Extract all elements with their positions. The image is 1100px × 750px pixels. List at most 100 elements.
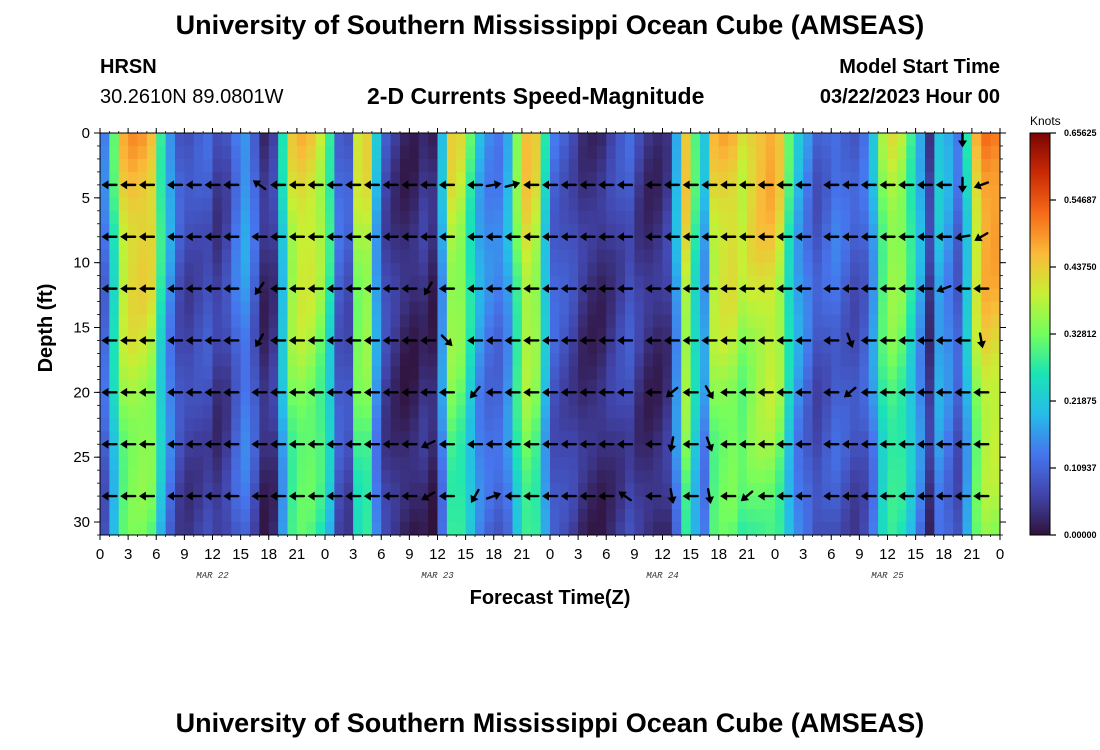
- heatmap-cell: [971, 236, 982, 251]
- heatmap-cell: [296, 223, 307, 238]
- arrow-head: [720, 284, 728, 294]
- heatmap-cell: [709, 522, 720, 535]
- arrow-head: [307, 387, 315, 397]
- heatmap-cell: [268, 197, 279, 212]
- heatmap-cell: [906, 405, 917, 419]
- heatmap-cell: [109, 314, 120, 329]
- current-arrow: [438, 491, 456, 501]
- heatmap-cell: [887, 457, 898, 471]
- heatmap-cell: [662, 327, 673, 342]
- heatmap-cell: [362, 236, 373, 251]
- arrow-head: [542, 491, 549, 501]
- x-tick-label: 18: [935, 546, 952, 563]
- heatmap-cell: [850, 210, 860, 225]
- heatmap-cell: [568, 262, 579, 277]
- heatmap-cell: [456, 133, 467, 147]
- heatmap-cell: [109, 379, 120, 393]
- heatmap-cell: [446, 301, 457, 316]
- heatmap-cell: [962, 275, 973, 290]
- arrow-head: [935, 387, 943, 397]
- heatmap-cell: [690, 197, 701, 212]
- heatmap-cell: [906, 314, 917, 329]
- heatmap-cell: [428, 522, 439, 535]
- heatmap-cell: [615, 171, 626, 186]
- heatmap-cell: [465, 457, 476, 471]
- heatmap-cell: [596, 366, 607, 380]
- heatmap-cell: [915, 275, 926, 290]
- heatmap-cell: [662, 275, 673, 290]
- heatmap-cell: [756, 249, 767, 264]
- current-arrow: [757, 180, 774, 190]
- heatmap-cell: [550, 392, 560, 406]
- heatmap-cell: [934, 431, 945, 445]
- arrow-head: [579, 439, 587, 449]
- heatmap-cell: [746, 379, 757, 393]
- heatmap-cell: [578, 496, 589, 510]
- heatmap-cell: [934, 418, 945, 432]
- heatmap-cell: [315, 457, 326, 471]
- arrow-head: [757, 439, 765, 449]
- heatmap-cell: [906, 301, 917, 316]
- heatmap-cell: [184, 496, 195, 510]
- heatmap-cell: [175, 353, 185, 368]
- arrow-head: [288, 335, 296, 345]
- heatmap-cell: [587, 133, 598, 147]
- arrow-head: [935, 180, 943, 190]
- heatmap-cell: [540, 392, 551, 406]
- x-tick-label: 12: [204, 546, 221, 563]
- current-arrow: [542, 491, 559, 501]
- heatmap-cell: [465, 470, 476, 484]
- arrow-head: [917, 284, 924, 294]
- heatmap-cell: [615, 418, 626, 432]
- heatmap-cell: [568, 379, 579, 393]
- heatmap-cell: [775, 496, 785, 510]
- heatmap-cell: [728, 496, 739, 510]
- heatmap-cell: [231, 184, 242, 199]
- heatmap-cell: [784, 509, 795, 523]
- arrow-head: [138, 335, 146, 345]
- current-arrow: [138, 491, 156, 501]
- heatmap-cell: [428, 184, 439, 199]
- heatmap-cell: [550, 184, 560, 199]
- heatmap-cell: [662, 522, 673, 535]
- heatmap-cell: [296, 470, 307, 484]
- heatmap-cell: [775, 145, 785, 160]
- heatmap-cell: [437, 418, 448, 432]
- heatmap-cell: [568, 171, 579, 186]
- heatmap-cell: [775, 249, 785, 264]
- heatmap-cell: [315, 353, 326, 368]
- heatmap-cell: [606, 418, 617, 432]
- current-arrow: [138, 284, 156, 294]
- heatmap-cell: [625, 158, 635, 173]
- arrow-head: [795, 284, 803, 294]
- heatmap-cell: [287, 418, 298, 432]
- heatmap-cell: [962, 496, 973, 510]
- heatmap-cell: [287, 145, 298, 160]
- heatmap-cell: [896, 522, 907, 535]
- arrow-head: [167, 232, 174, 242]
- arrow-head: [270, 491, 278, 501]
- heatmap-cell: [250, 431, 260, 445]
- heatmap-cell: [962, 301, 973, 316]
- heatmap-cell: [934, 470, 945, 484]
- heatmap-cell: [990, 405, 1000, 419]
- current-arrow: [936, 284, 952, 294]
- current-arrow: [579, 180, 596, 190]
- heatmap-cell: [756, 379, 767, 393]
- heatmap-cell: [521, 275, 532, 290]
- heatmap-cell: [456, 509, 467, 523]
- heatmap-cell: [371, 340, 382, 355]
- arrow-head: [738, 335, 746, 345]
- heatmap-cell: [446, 509, 457, 523]
- x-tick-label: 0: [771, 546, 779, 563]
- heatmap-cell: [953, 301, 964, 316]
- x-tick-label: 21: [289, 546, 306, 563]
- heatmap-cell: [521, 496, 532, 510]
- heatmap-cell: [596, 210, 607, 225]
- heatmap-cell: [268, 379, 279, 393]
- heatmap-cell: [484, 210, 495, 225]
- heatmap-cell: [306, 431, 317, 445]
- heatmap-cell: [390, 314, 401, 329]
- heatmap-cell: [690, 249, 701, 264]
- heatmap-cell: [906, 197, 917, 212]
